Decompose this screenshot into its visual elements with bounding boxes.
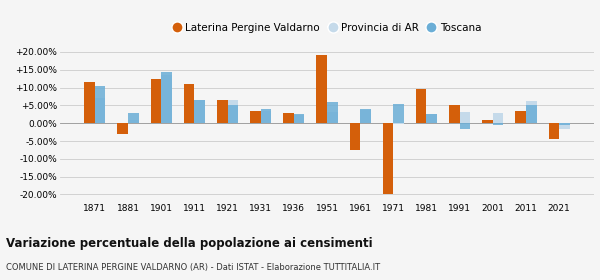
Bar bbox=[460, 123, 470, 129]
Bar bbox=[383, 123, 394, 195]
Bar bbox=[194, 100, 205, 123]
Bar bbox=[360, 110, 371, 123]
Bar bbox=[559, 123, 570, 125]
Bar bbox=[449, 105, 460, 123]
Bar bbox=[427, 114, 437, 123]
Bar bbox=[294, 114, 304, 123]
Bar bbox=[460, 112, 470, 123]
Bar bbox=[151, 79, 161, 123]
Bar bbox=[128, 120, 139, 123]
Bar bbox=[128, 113, 139, 123]
Bar bbox=[194, 100, 205, 123]
Bar bbox=[95, 98, 106, 123]
Bar bbox=[482, 120, 493, 123]
Bar bbox=[559, 123, 570, 129]
Bar bbox=[526, 101, 536, 123]
Bar bbox=[316, 55, 327, 123]
Bar bbox=[515, 111, 526, 123]
Text: Variazione percentuale della popolazione ai censimenti: Variazione percentuale della popolazione… bbox=[6, 237, 373, 249]
Bar bbox=[184, 84, 194, 123]
Bar bbox=[283, 113, 294, 123]
Bar bbox=[350, 123, 360, 150]
Bar bbox=[427, 114, 437, 123]
Bar bbox=[217, 100, 227, 123]
Bar bbox=[227, 105, 238, 123]
Bar bbox=[526, 105, 536, 123]
Bar bbox=[84, 82, 95, 123]
Legend: Laterina Pergine Valdarno, Provincia di AR, Toscana: Laterina Pergine Valdarno, Provincia di … bbox=[169, 19, 485, 37]
Bar bbox=[118, 123, 128, 134]
Bar bbox=[360, 109, 371, 123]
Bar bbox=[95, 86, 106, 123]
Bar bbox=[250, 111, 260, 123]
Bar bbox=[416, 89, 427, 123]
Bar bbox=[493, 123, 503, 125]
Bar bbox=[493, 113, 503, 123]
Bar bbox=[394, 104, 404, 123]
Bar bbox=[294, 115, 304, 123]
Bar bbox=[394, 123, 404, 124]
Bar bbox=[260, 111, 271, 123]
Text: COMUNE DI LATERINA PERGINE VALDARNO (AR) - Dati ISTAT - Elaborazione TUTTITALIA.: COMUNE DI LATERINA PERGINE VALDARNO (AR)… bbox=[6, 263, 380, 272]
Bar bbox=[227, 100, 238, 123]
Bar bbox=[161, 71, 172, 123]
Bar bbox=[327, 102, 338, 123]
Bar bbox=[260, 109, 271, 123]
Bar bbox=[548, 123, 559, 139]
Bar bbox=[161, 75, 172, 123]
Bar bbox=[327, 112, 338, 123]
